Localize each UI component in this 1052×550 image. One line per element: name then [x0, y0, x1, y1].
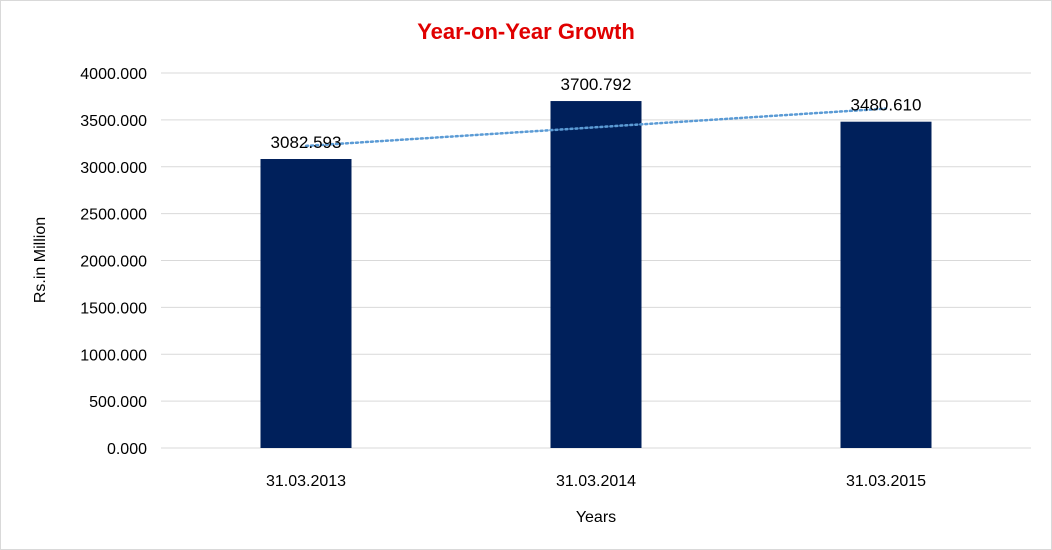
- bars: [260, 101, 932, 449]
- bar: [840, 121, 932, 448]
- x-axis-title: Years: [576, 509, 616, 526]
- y-tick-label: 3500.000: [80, 113, 147, 130]
- y-tick-label: 2000.000: [80, 254, 147, 271]
- y-axis-title: Rs.in Million: [32, 217, 49, 303]
- trendline-group: [304, 107, 888, 148]
- data-label: 3480.610: [851, 96, 922, 115]
- y-axis-ticks: 0.000 500.000 1000.000 1500.000 2000.000 2500…: [80, 66, 147, 458]
- y-tick-label: 3000.000: [80, 160, 147, 177]
- x-tick-label: 31.03.2014: [556, 473, 636, 490]
- bar: [260, 159, 352, 449]
- chart-title: Year-on-Year Growth: [417, 19, 635, 44]
- x-axis-ticks: 31.03.2013 31.03.2014 31.03.2015: [266, 473, 926, 490]
- data-labels: 3082.593 3700.792 3480.610: [271, 75, 922, 152]
- trendline: [304, 107, 888, 148]
- y-tick-label: 500.000: [89, 394, 147, 411]
- bar: [550, 101, 642, 448]
- x-tick-label: 31.03.2015: [846, 473, 926, 490]
- y-tick-label: 4000.000: [80, 66, 147, 83]
- x-tick-label: 31.03.2013: [266, 473, 346, 490]
- data-label: 3700.792: [561, 75, 632, 94]
- data-label: 3082.593: [271, 133, 342, 152]
- y-tick-label: 2500.000: [80, 207, 147, 224]
- y-tick-label: 1500.000: [80, 300, 147, 317]
- y-tick-label: 0.000: [107, 441, 147, 458]
- y-tick-label: 1000.000: [80, 347, 147, 364]
